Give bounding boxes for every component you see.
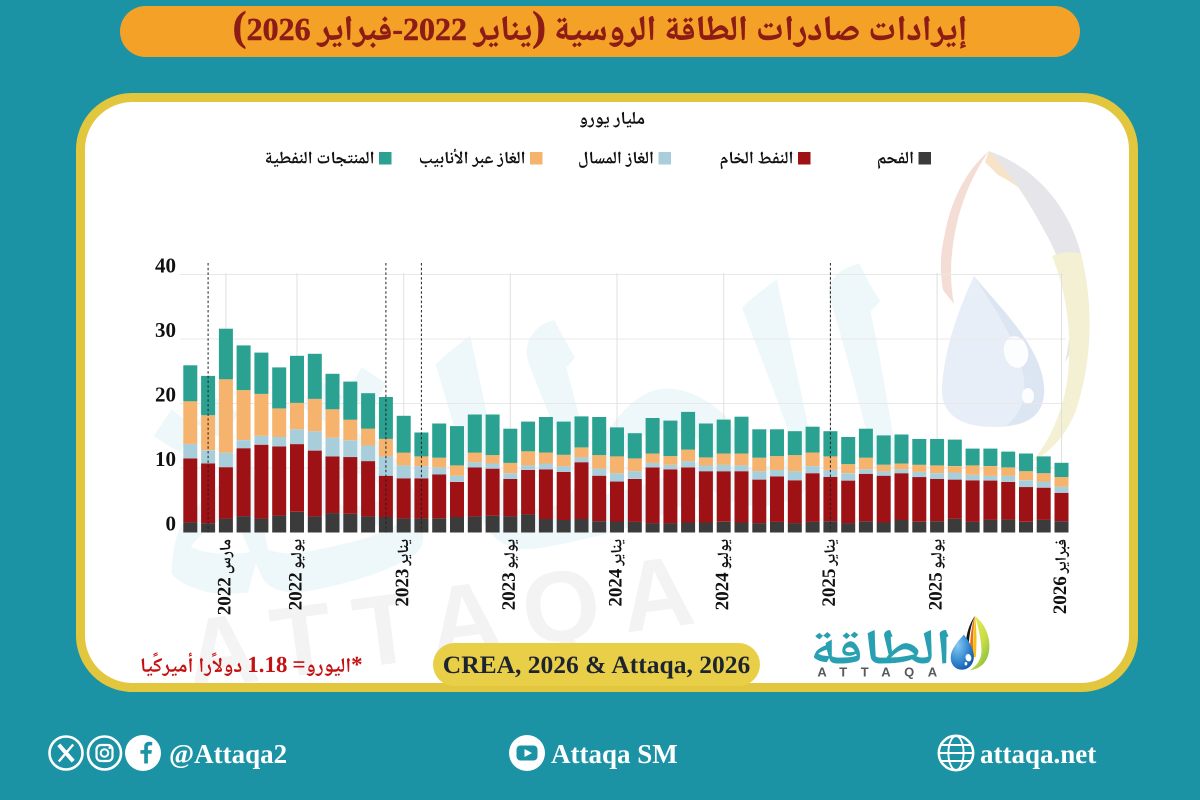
svg-text:CREA, 2026 & Attaqa, 2026: CREA, 2026 & Attaqa, 2026: [443, 650, 750, 679]
svg-text:30: 30: [155, 318, 176, 342]
svg-text:attaqa.net: attaqa.net: [980, 739, 1096, 769]
svg-text:40: 40: [155, 254, 176, 278]
svg-text:@Attaqa2: @Attaqa2: [169, 739, 287, 769]
svg-text:Attaqa SM: Attaqa SM: [551, 739, 678, 769]
svg-text:10: 10: [155, 447, 176, 471]
svg-text:ATTAQA: ATTAQA: [817, 665, 950, 680]
svg-text:0: 0: [166, 512, 177, 536]
svg-text:20: 20: [155, 383, 176, 407]
